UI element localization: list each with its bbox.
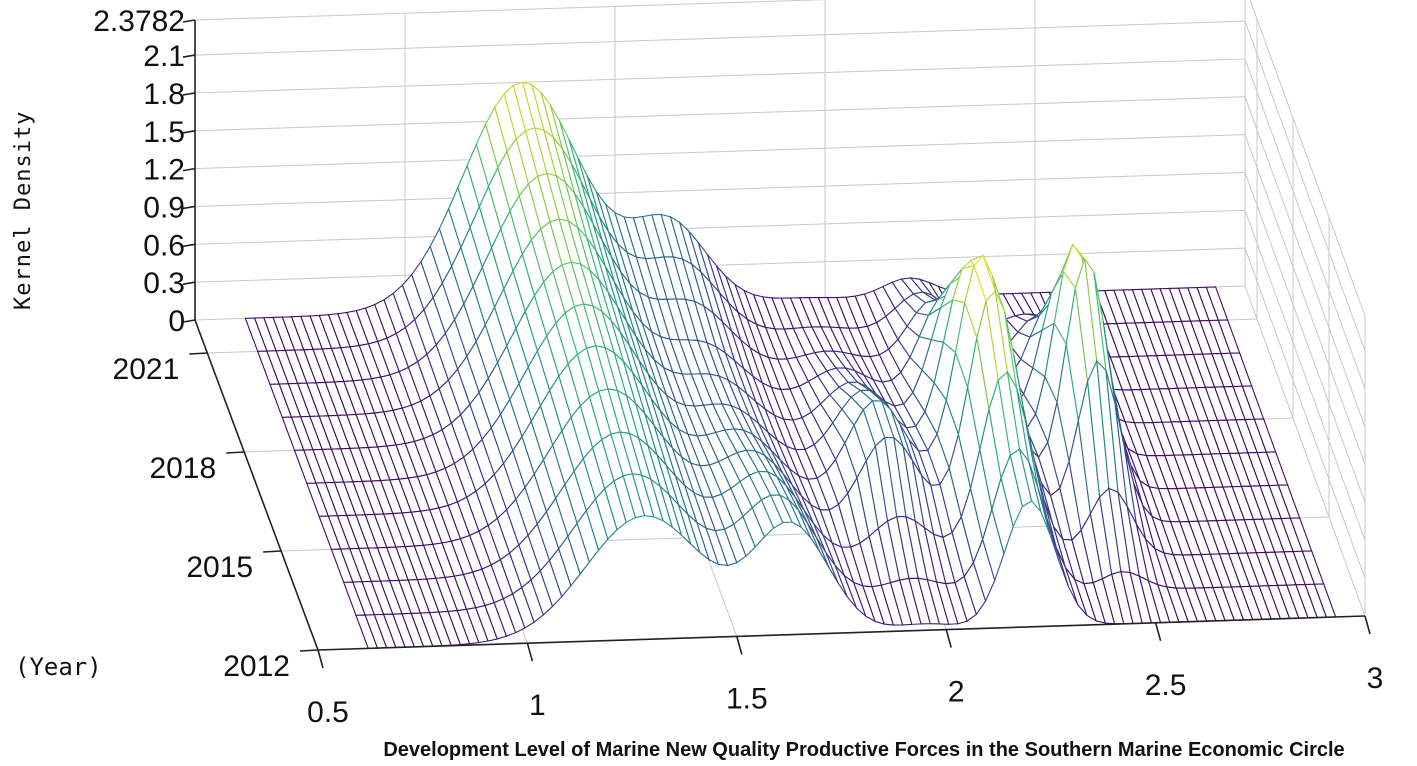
z-tick-mark [182,129,196,134]
z-tick-label: 1.2 [143,154,185,187]
z-tick-label: 2.1 [143,40,185,73]
z-axis-label: Kernel Density [11,111,36,310]
side-wall-gridline [1249,0,1366,317]
y-tick-mark [299,649,319,652]
y-axis-line [194,319,319,651]
y-tick-mark [263,550,282,553]
side-wall-gridline [1244,172,1366,503]
z-tick-mark [182,92,196,96]
z-tick-mark [182,19,196,23]
x-axis-label: Development Level of Marine New Quality … [383,739,1344,761]
z-tick-label: 2.3782 [93,5,185,38]
back-wall-gridline [194,96,1246,132]
x-tick-label: 1 [529,689,546,722]
side-wall-gridline [1244,134,1366,465]
back-wall-gridline [194,58,1246,94]
side-wall-gridline [1244,58,1366,390]
density-surface [244,81,1337,649]
side-wall-gridline [1244,210,1366,541]
y-tick-mark [226,451,245,454]
z-tick-label: 0 [168,305,185,338]
side-wall-gridline [1244,20,1366,352]
x-tick-label: 3 [1367,662,1384,695]
side-wall-gridline [1244,96,1366,427]
side-wall-gridline [1244,285,1366,617]
x-tick-mark [317,649,324,669]
y-tick-label: 2015 [186,551,253,584]
y-tick-mark [189,352,208,355]
axis-labels: Kernel Density (Year) Development Level … [11,111,1345,761]
x-tick-label: 0.5 [307,696,349,729]
z-tick-mark [182,205,196,210]
back-wall-gridline [194,134,1246,170]
x-tick-mark [1154,622,1162,642]
y-tick-label: 2018 [149,452,216,485]
z-tick-mark [182,54,196,58]
y-axis-unit: (Year) [15,653,102,681]
z-tick-label: 1.5 [143,116,185,149]
z-tick-label: 0.6 [143,229,185,262]
z-tick-mark [182,167,196,172]
back-wall-gridline [194,209,1246,245]
z-tick-label: 1.8 [143,78,185,111]
y-tick-label: 2012 [223,650,290,683]
x-tick-mark [1364,615,1371,635]
x-tick-label: 1.5 [726,682,768,715]
side-wall-gridline [1244,247,1366,579]
z-tick-mark [182,243,196,248]
z-tick-label: 0.9 [143,191,185,224]
y-tick-label: 2021 [113,353,180,386]
z-tick-mark [182,319,196,323]
x-tick-mark [736,636,743,655]
x-tick-mark [526,642,534,662]
back-wall-gridline [194,20,1246,56]
x-tick-mark [945,629,952,648]
x-axis-line [317,615,1366,651]
back-wall-gridline [194,0,829,21]
x-tick-label: 2.5 [1145,669,1187,702]
back-wall-gridline [194,171,1246,207]
z-tick-mark [182,281,196,285]
x-tick-label: 2 [948,676,965,709]
z-tick-label: 0.3 [143,267,185,300]
